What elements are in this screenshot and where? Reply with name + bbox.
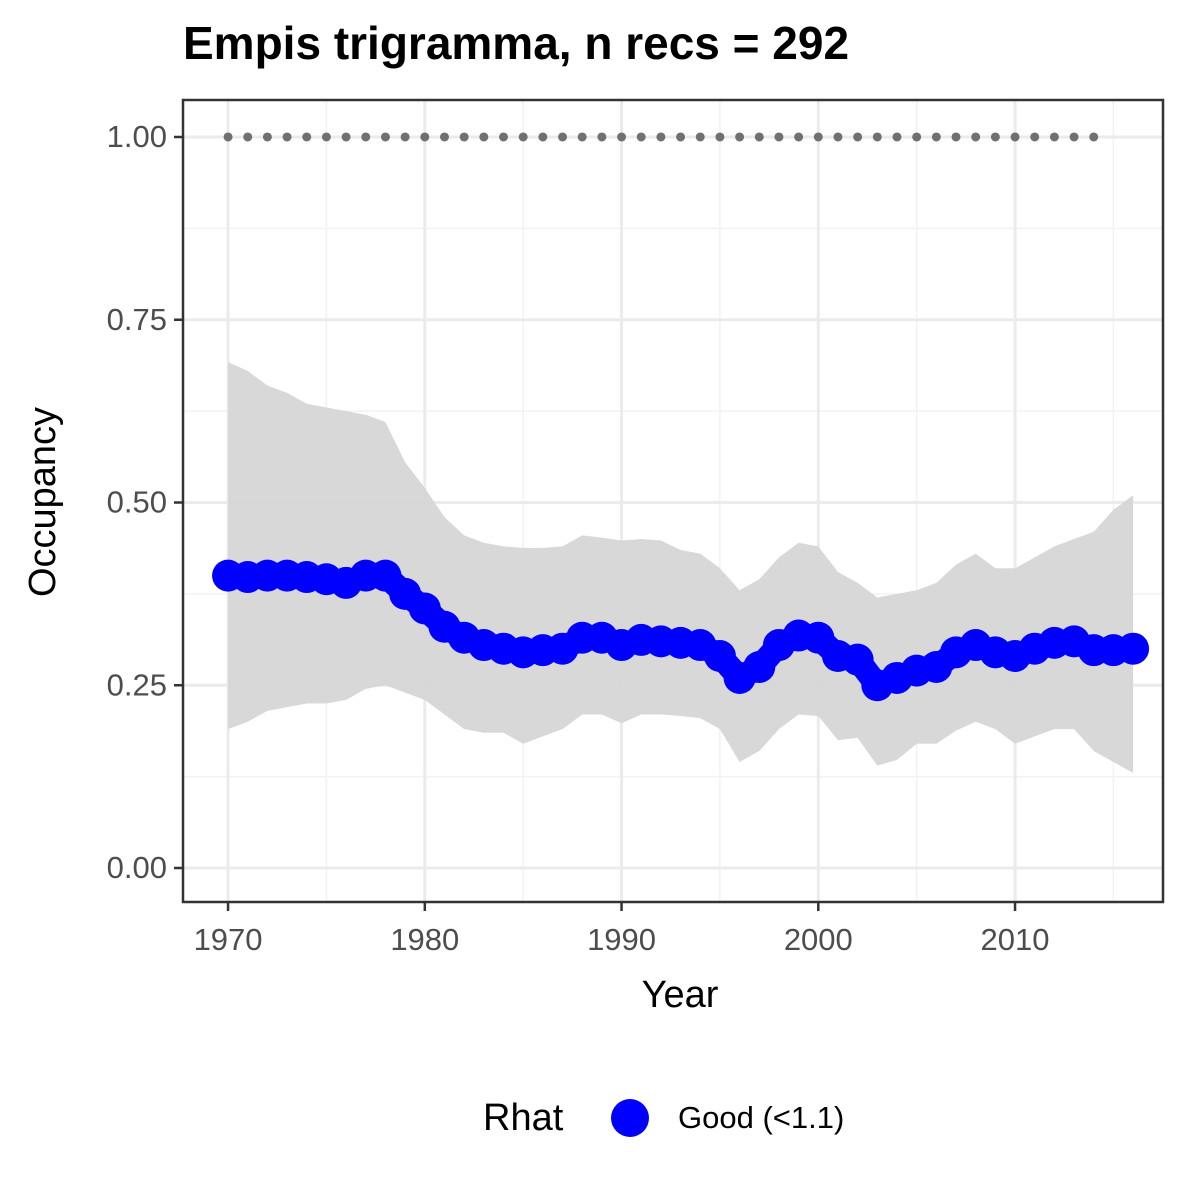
reference-dot xyxy=(617,132,627,142)
reference-dot xyxy=(715,132,725,142)
reference-dot xyxy=(380,132,390,142)
reference-dot xyxy=(302,132,312,142)
plot-border xyxy=(181,98,1165,904)
reference-dot xyxy=(813,132,823,142)
reference-dot xyxy=(833,132,843,142)
reference-dot xyxy=(931,132,941,142)
reference-dot xyxy=(1069,132,1079,142)
reference-dot xyxy=(499,132,509,142)
reference-dot xyxy=(774,132,784,142)
x-tick-label: 2010 xyxy=(981,922,1050,957)
reference-dot xyxy=(479,132,489,142)
reference-dot xyxy=(341,132,351,142)
reference-dot xyxy=(872,132,882,142)
reference-dot xyxy=(735,132,745,142)
chart-title: Empis trigramma, n recs = 292 xyxy=(183,17,849,69)
y-tick-label: 0.25 xyxy=(107,667,167,702)
reference-dot xyxy=(223,132,233,142)
x-tick-label: 1980 xyxy=(390,922,459,957)
reference-dot xyxy=(420,132,430,142)
reference-dot xyxy=(577,132,587,142)
y-tick-label: 0.50 xyxy=(107,485,167,520)
reference-dot xyxy=(892,132,902,142)
y-axis-label: Occupancy xyxy=(22,407,64,597)
reference-dot xyxy=(656,132,666,142)
reference-dot xyxy=(459,132,469,142)
reference-dot xyxy=(262,132,272,142)
reference-dot xyxy=(754,132,764,142)
x-tick-label: 1990 xyxy=(587,922,656,957)
x-tick-label: 2000 xyxy=(784,922,853,957)
reference-dot xyxy=(1089,132,1099,142)
series-point xyxy=(841,643,874,676)
series-point xyxy=(1117,632,1150,665)
reference-dot xyxy=(853,132,863,142)
legend-title: Rhat xyxy=(483,1097,564,1139)
reference-dot xyxy=(1010,132,1020,142)
reference-dot xyxy=(676,132,686,142)
y-tick-label: 0.75 xyxy=(107,302,167,337)
reference-dot xyxy=(243,132,253,142)
reference-dot xyxy=(971,132,981,142)
reference-dot xyxy=(990,132,1000,142)
y-tick-label: 1.00 xyxy=(107,119,167,154)
series-point xyxy=(743,650,776,683)
reference-dot xyxy=(361,132,371,142)
reference-dot xyxy=(558,132,568,142)
reference-dot xyxy=(912,132,922,142)
reference-dot xyxy=(321,132,331,142)
y-tick-label: 0.00 xyxy=(107,850,167,885)
legend-label: Good (<1.1) xyxy=(678,1100,844,1135)
reference-dot xyxy=(282,132,292,142)
reference-dot xyxy=(518,132,528,142)
reference-dot xyxy=(636,132,646,142)
reference-dot xyxy=(400,132,410,142)
reference-dot xyxy=(951,132,961,142)
reference-dot xyxy=(794,132,804,142)
reference-dot xyxy=(1049,132,1059,142)
reference-dot xyxy=(695,132,705,142)
reference-dot xyxy=(1030,132,1040,142)
legend-marker xyxy=(611,1099,649,1137)
reference-dot xyxy=(439,132,449,142)
x-tick-label: 1970 xyxy=(194,922,263,957)
x-axis-label: Year xyxy=(642,974,719,1016)
series-point xyxy=(703,640,736,673)
reference-dot xyxy=(597,132,607,142)
reference-dot xyxy=(538,132,548,142)
